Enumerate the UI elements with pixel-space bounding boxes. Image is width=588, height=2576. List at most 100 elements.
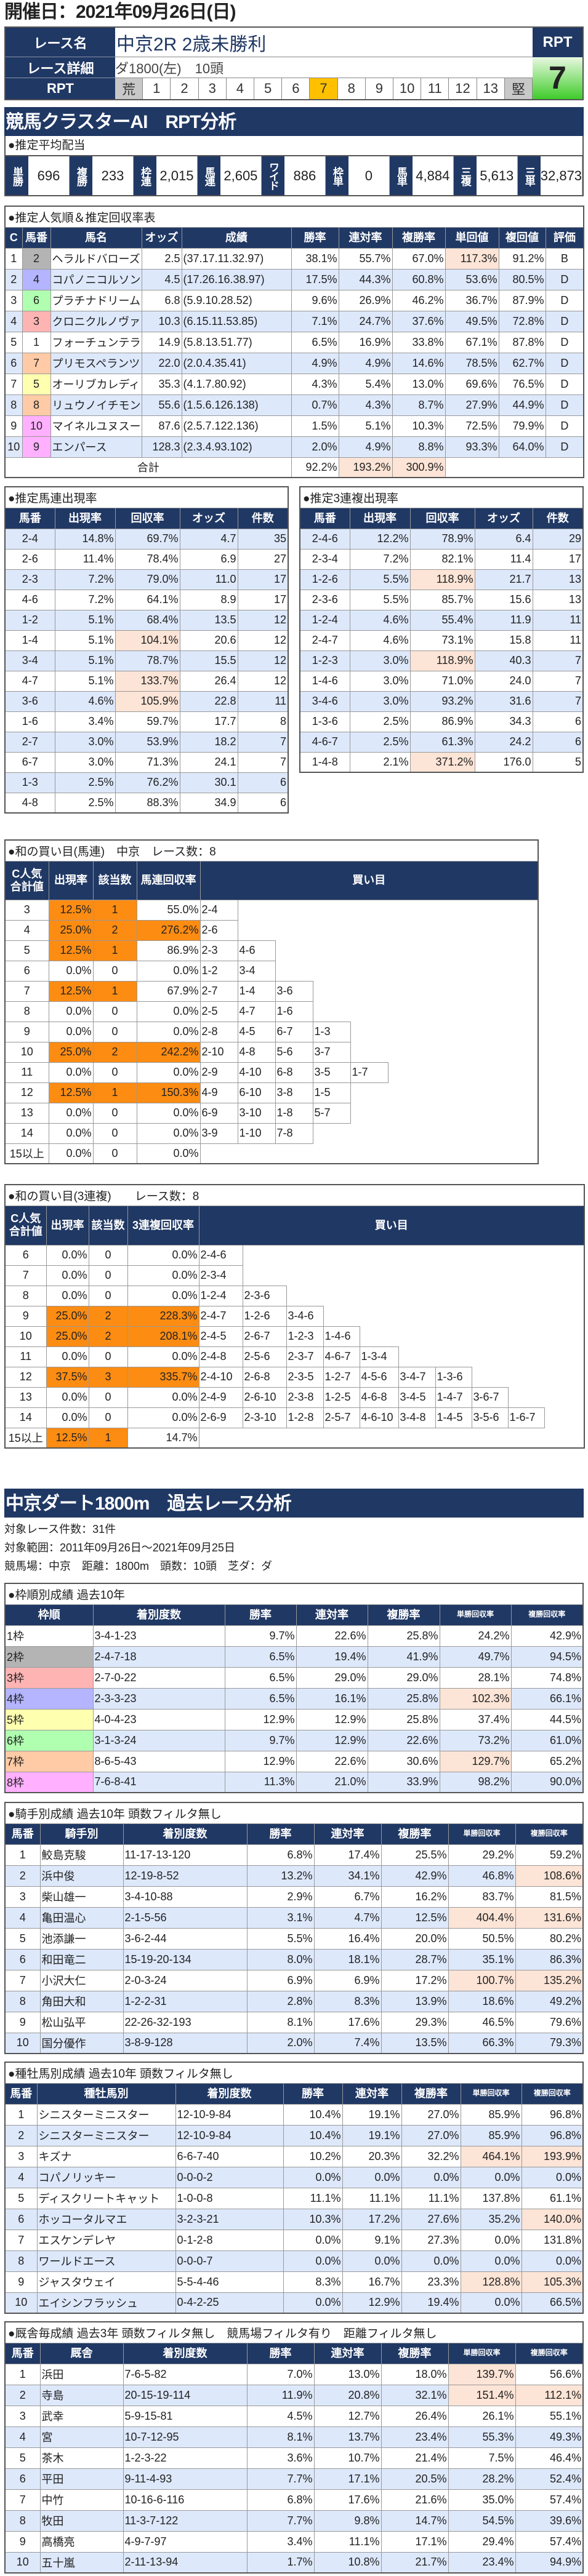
record: 5-9-15-81 bbox=[123, 2405, 248, 2427]
odds: 2.5 bbox=[141, 247, 182, 270]
appearance-rate: 0.0% bbox=[48, 960, 94, 982]
total-win: 92.2% bbox=[291, 457, 339, 478]
table-row: 2-4-6 12.2% 78.9% 6.4 29 bbox=[299, 528, 584, 550]
buy-combination: 1-2-7 bbox=[323, 1366, 360, 1388]
horse-name: オーリブカレディ bbox=[50, 373, 142, 395]
odds: 6.9 bbox=[179, 548, 238, 570]
win-rate: 3.1% bbox=[246, 1906, 315, 1929]
place2-rate: 17.6% bbox=[313, 2489, 382, 2511]
empty-cell bbox=[388, 900, 425, 920]
empty-cell bbox=[323, 1245, 360, 1265]
table-row: 8 0.0% 0 0.0% 2-5 4-7 1-6 bbox=[4, 1001, 539, 1022]
table-row: 2 4 コパノニコルソン 4.5 (17.26.16.38.97) 17.5% 44.3% 6… bbox=[4, 268, 584, 290]
table-row: 10 五十嵐 2-11-13-94 1.7% 10.8% 21.7% 23.4% 94.9% bbox=[4, 2551, 584, 2574]
win-return: 117.3% bbox=[445, 247, 499, 270]
appearance-rate: 25.0% bbox=[48, 1041, 94, 1063]
win-return: 67.1% bbox=[445, 331, 499, 353]
table-row: 2-3-6 5.5% 85.7% 15.6 13 bbox=[299, 589, 584, 610]
return-rate: 242.2% bbox=[136, 1041, 201, 1063]
return-rate: 78.9% bbox=[409, 528, 475, 550]
horse-number: 10 bbox=[22, 415, 51, 437]
win-return: 78.5% bbox=[445, 352, 499, 374]
place3-rate: 46.2% bbox=[392, 289, 446, 311]
empty-cell bbox=[544, 1286, 585, 1306]
empty-cell bbox=[388, 1022, 425, 1042]
horse-number: 5 bbox=[22, 373, 51, 395]
count: 17 bbox=[532, 548, 584, 570]
horse-number: 2 bbox=[4, 2384, 41, 2406]
count: 11 bbox=[532, 630, 584, 651]
odds: 55.6 bbox=[141, 394, 182, 416]
record: (37.17.11.32.97) bbox=[181, 247, 292, 270]
record: 3-8-9-128 bbox=[123, 2032, 248, 2054]
horse-number: 4 bbox=[4, 2426, 41, 2448]
hit-count: 1 bbox=[88, 1427, 128, 1449]
empty-cell bbox=[463, 961, 501, 981]
table-row: 3 武幸 5-9-15-81 4.5% 12.7% 26.4% 26.1% 55.1% bbox=[4, 2405, 584, 2427]
place2-rate: 19.1% bbox=[342, 2103, 402, 2126]
total-ren: 193.2% bbox=[338, 457, 393, 478]
table-row: 88リュウノイチモンジ55.6(1.5.6.126.138)0.7%4.3%8.… bbox=[4, 394, 584, 416]
horse-number: 5 bbox=[4, 2447, 41, 2469]
table-row: 7枠 8-6-5-43 12.9% 22.6% 30.6% 129.7% 65.2% bbox=[4, 1750, 584, 1772]
odds: 10.3 bbox=[141, 310, 182, 332]
buy-combination: 2-3 bbox=[199, 940, 238, 961]
place2-rate: 22.6% bbox=[296, 1625, 368, 1647]
place-return: 131.8% bbox=[521, 2229, 584, 2251]
return-rate: 150.3% bbox=[136, 1082, 201, 1103]
column-header: 着別度数 bbox=[123, 2342, 248, 2364]
frame: 7枠 bbox=[4, 1750, 94, 1772]
horse-number: 8 bbox=[4, 2510, 41, 2532]
column-header: C人気 合計値 bbox=[4, 860, 49, 900]
appearance-rate: 25.0% bbox=[46, 1326, 89, 1347]
table-row: 6-7 3.0% 71.3% 24.1 7 bbox=[4, 751, 289, 773]
empty-cell bbox=[360, 1265, 398, 1286]
place-return: 96.8% bbox=[521, 2103, 584, 2126]
table-row: 10 25.0% 2 208.1% 2-4-5 2-6-7 1-2-3 1-4-6 bbox=[4, 1326, 585, 1347]
record: 3-2-3-21 bbox=[175, 2208, 284, 2230]
table-row: 1-4 5.1% 104.1% 20.6 12 bbox=[4, 630, 289, 651]
payout-value: 233 bbox=[92, 156, 134, 195]
odds: 11.9 bbox=[474, 609, 533, 631]
empty-cell bbox=[350, 1082, 388, 1103]
odds: 4.7 bbox=[179, 528, 238, 550]
appearance-rate: 3.0% bbox=[54, 731, 116, 753]
combination: 2-4-7 bbox=[299, 630, 350, 651]
name: 角田大和 bbox=[39, 1990, 124, 2012]
popularity-sum: 11 bbox=[4, 1062, 49, 1083]
empty-cell bbox=[350, 1123, 388, 1143]
win-rate: 13.2% bbox=[246, 1865, 315, 1887]
race-name: 中京2R 2歳未勝利 bbox=[115, 28, 533, 57]
empty-cell bbox=[508, 1286, 544, 1306]
buy-combination: 6-10 bbox=[237, 1082, 276, 1103]
table-row: 2 浜中俊 12-19-8-52 13.2% 34.1% 42.9% 46.8% 108.6% bbox=[4, 1865, 584, 1887]
table-row: 10 国分優作 3-8-9-128 2.0% 7.4% 13.5% 66.3% 79.3% bbox=[4, 2032, 584, 2054]
horse-number: 1 bbox=[4, 2103, 38, 2126]
table-row: 4 コパノリッキー 0-0-0-2 0.0% 0.0% 0.0% 0.0% 0.0% bbox=[4, 2166, 584, 2188]
payout-label: 複勝 bbox=[69, 156, 92, 195]
place2-rate: 5.1% bbox=[338, 415, 393, 437]
place2-rate: 17.1% bbox=[313, 2468, 382, 2490]
return-rate: 0.0% bbox=[136, 1122, 201, 1144]
empty-cell bbox=[388, 1042, 425, 1062]
c-rank: 5 bbox=[4, 331, 23, 353]
empty-cell bbox=[350, 900, 388, 920]
empty-cell bbox=[238, 900, 275, 920]
return-rate: 59.7% bbox=[115, 711, 180, 732]
buy-combination: 3-4-8 bbox=[398, 1407, 436, 1428]
appearance-rate: 25.0% bbox=[46, 1305, 89, 1327]
column-header: 連対率 bbox=[313, 2342, 382, 2364]
win-rate: 7.7% bbox=[246, 2510, 315, 2532]
buy-combination: 2-3-7 bbox=[286, 1346, 324, 1367]
empty-cell bbox=[275, 920, 313, 940]
table-row: 2 寺島 20-15-19-114 11.9% 20.8% 32.1% 151.4% 112.… bbox=[4, 2384, 584, 2406]
rpt-scale-cell: 1 bbox=[143, 78, 171, 99]
table-row: 910マイネルユヌスール87.6(2.5.7.122.136)1.5%5.1%1… bbox=[4, 415, 584, 437]
win-rate: 11.3% bbox=[224, 1771, 297, 1793]
hit-count: 1 bbox=[92, 940, 137, 961]
place2-rate: 9.1% bbox=[342, 2229, 402, 2251]
record: (17.26.16.38.97) bbox=[181, 268, 292, 290]
empty-cell bbox=[425, 1082, 463, 1103]
place3-rate: 18.0% bbox=[381, 2363, 449, 2385]
return-rate: 0.0% bbox=[127, 1346, 199, 1367]
